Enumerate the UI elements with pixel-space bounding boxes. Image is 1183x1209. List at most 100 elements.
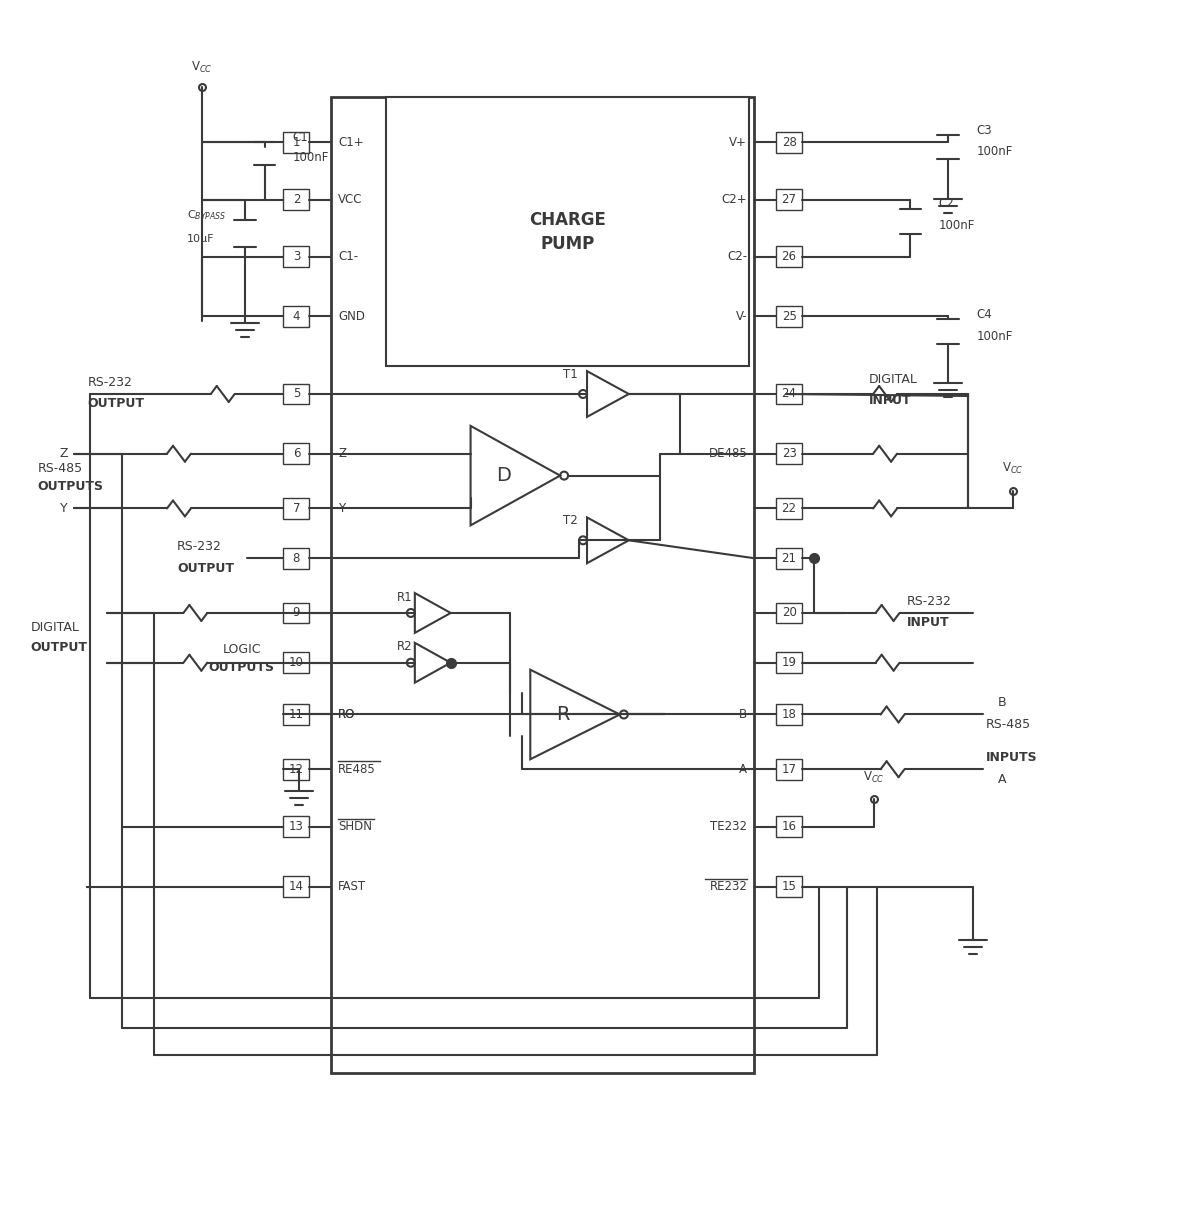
Text: 19: 19 [782, 656, 796, 670]
Bar [776, 759, 802, 780]
Text: RS-232: RS-232 [88, 376, 132, 388]
Text: INPUT: INPUT [906, 617, 949, 630]
Text: 16: 16 [782, 821, 796, 833]
Text: Y: Y [59, 502, 67, 515]
Bar [331, 98, 755, 1072]
Text: 28: 28 [782, 135, 796, 149]
Text: OUTPUT: OUTPUT [31, 641, 88, 654]
Bar [284, 759, 309, 780]
Bar [284, 444, 309, 464]
Bar [284, 498, 309, 519]
Text: 14: 14 [289, 880, 304, 893]
Text: 26: 26 [782, 250, 796, 264]
Bar [776, 444, 802, 464]
Text: 1: 1 [292, 135, 300, 149]
Text: 27: 27 [782, 193, 796, 207]
Bar [776, 383, 802, 405]
Text: PUMP: PUMP [541, 235, 595, 253]
Text: 21: 21 [782, 551, 796, 565]
Text: 18: 18 [782, 708, 796, 721]
Text: 20: 20 [782, 607, 796, 619]
Text: 8: 8 [292, 551, 300, 565]
Bar [776, 306, 802, 326]
Text: RS-485: RS-485 [987, 718, 1032, 731]
Text: T1: T1 [563, 368, 577, 381]
Text: 7: 7 [292, 502, 300, 515]
Bar [776, 548, 802, 568]
Text: V+: V+ [730, 135, 748, 149]
Bar [284, 132, 309, 152]
Text: C3: C3 [976, 123, 991, 137]
Text: CHARGE: CHARGE [529, 210, 606, 229]
Text: 23: 23 [782, 447, 796, 461]
Text: V$_{CC}$: V$_{CC}$ [862, 770, 885, 785]
Text: C4: C4 [976, 308, 991, 320]
Text: 10: 10 [289, 656, 304, 670]
Text: A: A [739, 763, 748, 776]
Bar [284, 877, 309, 897]
Bar [776, 704, 802, 725]
Polygon shape [530, 670, 620, 759]
Bar [284, 602, 309, 624]
Text: DE485: DE485 [709, 447, 748, 461]
Text: RS-485: RS-485 [38, 462, 83, 475]
Text: A: A [998, 773, 1007, 786]
Text: Z: Z [59, 447, 67, 461]
Text: C2: C2 [938, 197, 955, 210]
Polygon shape [471, 426, 560, 526]
Text: C2-: C2- [728, 250, 748, 264]
Text: 100nF: 100nF [292, 151, 329, 163]
Text: 10μF: 10μF [187, 233, 214, 244]
Bar [776, 247, 802, 267]
Text: V$_{CC}$: V$_{CC}$ [190, 60, 213, 75]
Text: INPUTS: INPUTS [987, 751, 1037, 764]
Bar [386, 98, 749, 366]
Text: C1-: C1- [338, 250, 358, 264]
Text: 9: 9 [292, 607, 300, 619]
Text: 15: 15 [782, 880, 796, 893]
Text: LOGIC: LOGIC [222, 643, 261, 656]
Polygon shape [415, 594, 451, 632]
Text: 22: 22 [782, 502, 796, 515]
Text: 24: 24 [782, 388, 796, 400]
Text: OUTPUTS: OUTPUTS [208, 661, 274, 675]
Bar [776, 498, 802, 519]
Text: 100nF: 100nF [938, 219, 975, 232]
Text: 12: 12 [289, 763, 304, 776]
Text: DIGITAL: DIGITAL [31, 621, 79, 635]
Text: 25: 25 [782, 310, 796, 323]
Bar [284, 190, 309, 210]
Text: R1: R1 [397, 590, 413, 603]
Text: 11: 11 [289, 708, 304, 721]
Text: OUTPUT: OUTPUT [88, 398, 144, 410]
Text: 5: 5 [292, 388, 300, 400]
Bar [776, 653, 802, 673]
Text: SHDN: SHDN [338, 821, 373, 833]
Bar [284, 548, 309, 568]
Text: RO: RO [338, 708, 356, 721]
Text: B: B [739, 708, 748, 721]
Text: D: D [496, 467, 511, 485]
Bar [776, 132, 802, 152]
Text: C1: C1 [292, 131, 308, 144]
Text: OUTPUT: OUTPUT [177, 562, 234, 574]
Text: RE232: RE232 [710, 880, 748, 893]
Text: INPUT: INPUT [868, 394, 911, 407]
Text: 100nF: 100nF [976, 145, 1013, 157]
Polygon shape [587, 371, 629, 417]
Text: V-: V- [736, 310, 748, 323]
Text: TE232: TE232 [710, 821, 748, 833]
Text: Z: Z [338, 447, 347, 461]
Bar [284, 383, 309, 405]
Text: 13: 13 [289, 821, 304, 833]
Bar [776, 816, 802, 838]
Text: R: R [556, 705, 570, 724]
Text: B: B [998, 696, 1007, 708]
Bar [776, 602, 802, 624]
Bar [284, 816, 309, 838]
Text: VCC: VCC [338, 193, 363, 207]
Bar [284, 653, 309, 673]
Text: 3: 3 [292, 250, 300, 264]
Text: R2: R2 [397, 641, 413, 653]
Bar [284, 704, 309, 725]
